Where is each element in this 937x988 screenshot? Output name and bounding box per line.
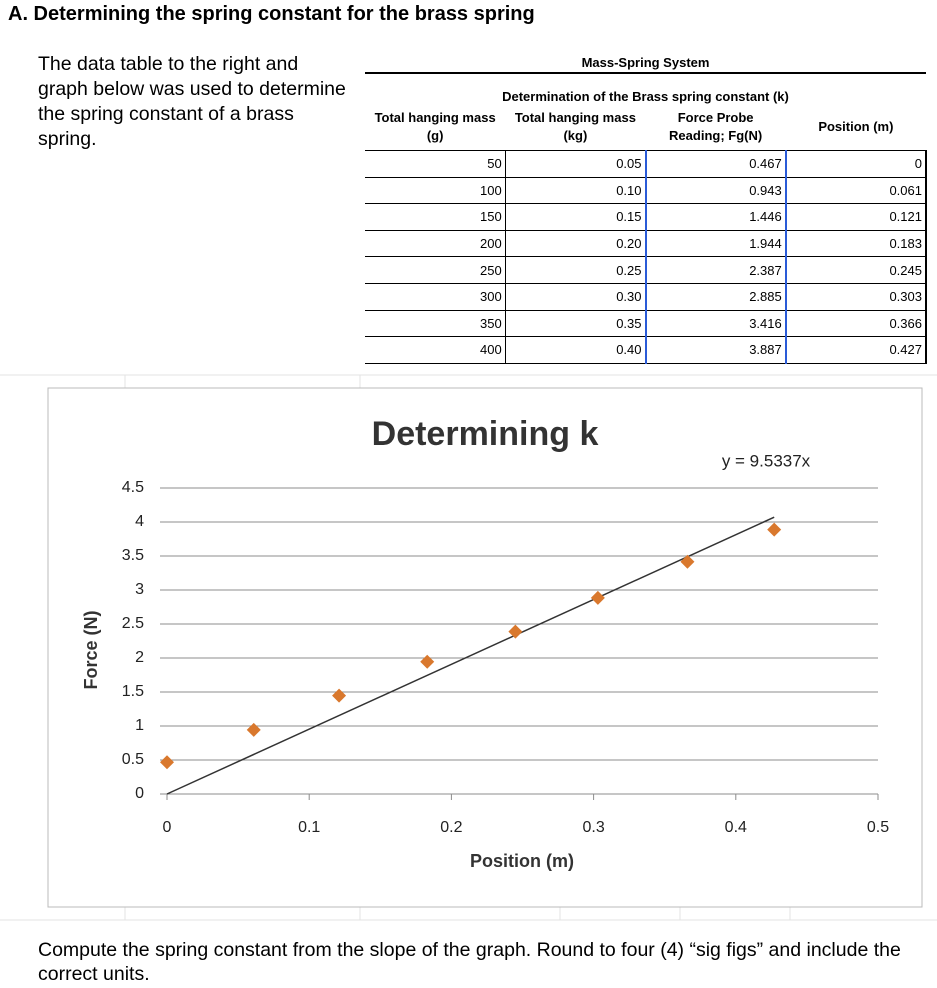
table-cell: 0.05 bbox=[505, 150, 647, 178]
trendline bbox=[166, 516, 775, 795]
table-cell: 0.366 bbox=[785, 310, 928, 338]
chart-frame bbox=[47, 387, 923, 908]
table-row: 50 0.05 0.467 0 bbox=[365, 150, 928, 178]
data-table: Mass-Spring System Determination of the … bbox=[365, 52, 928, 364]
x-axis-title: Position (m) bbox=[470, 851, 574, 871]
column-header: Total hanging mass (g) bbox=[374, 110, 496, 143]
y-tick-label: 1.5 bbox=[122, 683, 144, 700]
table-row: 150 0.15 1.446 0.121 bbox=[365, 203, 928, 231]
y-tick-label: 3.5 bbox=[122, 547, 144, 564]
table-row: 300 0.30 2.885 0.303 bbox=[365, 283, 928, 311]
y-tick-label: 4 bbox=[135, 513, 144, 530]
table-cell: 3.887 bbox=[644, 336, 787, 364]
table-cell: 0.121 bbox=[785, 203, 928, 231]
table-cell: 0.467 bbox=[644, 150, 787, 178]
table-cell: 50 bbox=[365, 150, 506, 178]
table-cell: 350 bbox=[365, 310, 506, 338]
intro-text: The data table to the right and graph be… bbox=[38, 53, 346, 150]
chart-title: Determining k bbox=[372, 415, 599, 453]
data-point bbox=[767, 522, 782, 537]
sheet-grid bbox=[0, 374, 937, 921]
y-tick-label: 2 bbox=[135, 649, 144, 666]
trendline-label: y = 9.5337x bbox=[722, 451, 811, 470]
y-tick-label: 0 bbox=[135, 785, 144, 802]
table-cell: 250 bbox=[365, 256, 506, 284]
y-tick-label: 2.5 bbox=[122, 615, 144, 632]
x-tick-label: 0.3 bbox=[582, 819, 604, 836]
y-tick-label: 1 bbox=[135, 717, 144, 734]
data-point bbox=[420, 654, 435, 669]
table-cell: 0.30 bbox=[505, 283, 647, 311]
table-cell: 100 bbox=[365, 177, 506, 205]
question-text: Compute the spring constant from the slo… bbox=[38, 939, 901, 985]
table-row: 350 0.35 3.416 0.366 bbox=[365, 310, 928, 338]
table-cell: 0.245 bbox=[785, 256, 928, 284]
table-title: Mass-Spring System bbox=[365, 52, 926, 74]
table-cell: 3.416 bbox=[644, 310, 787, 338]
data-point bbox=[590, 590, 605, 605]
data-point bbox=[680, 554, 695, 569]
table-row: 200 0.20 1.944 0.183 bbox=[365, 230, 928, 258]
table-cell: 0.303 bbox=[785, 283, 928, 311]
data-point bbox=[160, 755, 174, 770]
data-point bbox=[508, 624, 523, 639]
x-tick-label: 0.1 bbox=[298, 819, 320, 836]
data-point bbox=[246, 722, 261, 737]
data-point bbox=[332, 688, 347, 703]
column-header: Total hanging mass (kg) bbox=[514, 110, 636, 143]
y-tick-label: 0.5 bbox=[122, 751, 144, 768]
table-cell: 1.944 bbox=[644, 230, 787, 258]
column-header: Position (m) bbox=[818, 119, 894, 134]
table-cell: 1.446 bbox=[644, 203, 787, 231]
table-cell: 0.943 bbox=[644, 177, 787, 205]
table-cell: 0.25 bbox=[505, 256, 647, 284]
table-row: 100 0.10 0.943 0.061 bbox=[365, 177, 928, 205]
table-cell: 0.20 bbox=[505, 230, 647, 258]
table-cell: 150 bbox=[365, 203, 506, 231]
heading: A. Determining the spring constant for t… bbox=[8, 3, 535, 25]
table-cell: 0.35 bbox=[505, 310, 647, 338]
table-row: 250 0.25 2.387 0.245 bbox=[365, 256, 928, 284]
column-header: Force Probe Reading; Fg(N) bbox=[669, 110, 763, 143]
x-tick-label: 0.4 bbox=[725, 819, 747, 836]
y-tick-label: 4.5 bbox=[122, 479, 144, 496]
table-cell: 0.10 bbox=[505, 177, 647, 205]
x-tick-label: 0.5 bbox=[867, 819, 889, 836]
table-cell: 0.40 bbox=[505, 336, 647, 364]
table-cell: 300 bbox=[365, 283, 506, 311]
table-cell: 0.061 bbox=[785, 177, 928, 205]
table-cell: 0.15 bbox=[505, 203, 647, 231]
table-cell: 2.885 bbox=[644, 283, 787, 311]
table-cell: 200 bbox=[365, 230, 506, 258]
y-tick-label: 3 bbox=[135, 581, 144, 598]
table-row: 400 0.40 3.887 0.427 bbox=[365, 336, 928, 364]
table-cell: 400 bbox=[365, 336, 506, 364]
table-cell: 0.427 bbox=[785, 336, 928, 364]
y-axis-title: Force (N) bbox=[81, 610, 101, 689]
table-cell: 0 bbox=[785, 150, 928, 178]
table-subtitle: Determination of the Brass spring consta… bbox=[502, 89, 789, 104]
x-tick-label: 0 bbox=[163, 819, 172, 836]
x-tick-label: 0.2 bbox=[440, 819, 462, 836]
table-cell: 0.183 bbox=[785, 230, 928, 258]
table-body: 50 0.05 0.467 0 100 0.10 0.943 0.061 150 0.15 1.44… bbox=[365, 150, 928, 364]
table-cell: 2.387 bbox=[644, 256, 787, 284]
